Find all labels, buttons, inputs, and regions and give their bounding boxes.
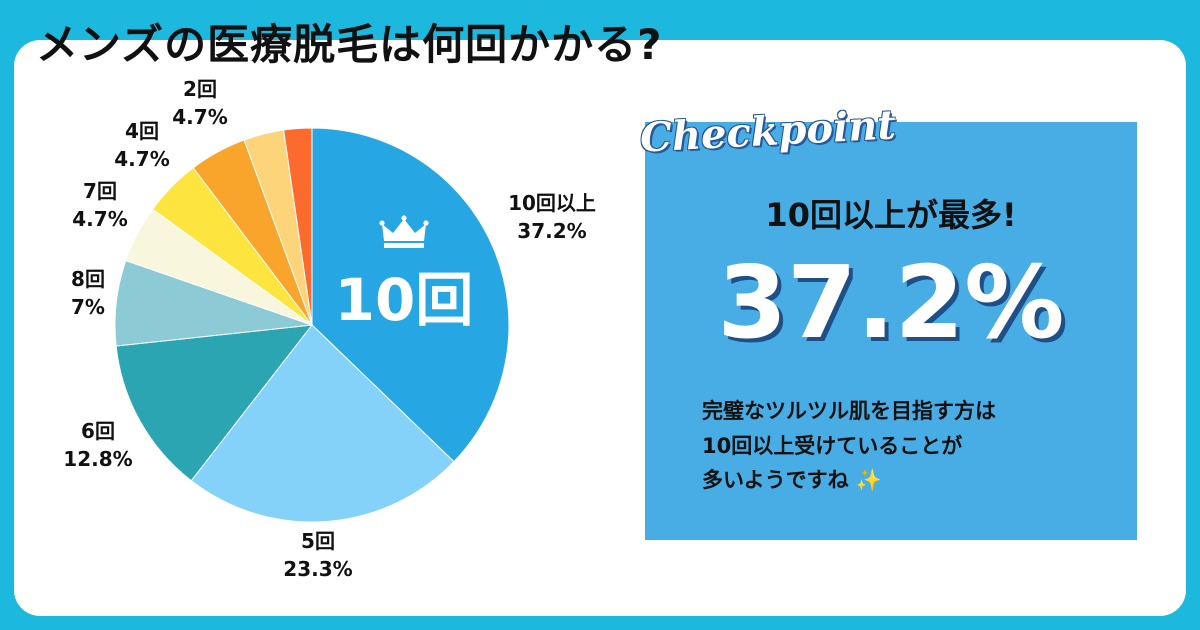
pie-label-category: 4回 <box>125 119 159 143</box>
pie-label-category: 6回 <box>81 419 115 443</box>
description-line-1: 完璧なツルツル肌を目指す方は <box>702 399 996 423</box>
pie-label-category: 10回以上 <box>508 191 596 215</box>
pie-label-category: 8回 <box>71 267 105 291</box>
pie-label-2: 6回 12.8% <box>63 419 132 471</box>
pie-label-category: 2回 <box>183 77 217 101</box>
pie-slice-0 <box>311 127 510 463</box>
pie-label-1: 5回 23.3% <box>283 529 352 581</box>
pie-label-percent: 4.7% <box>72 207 127 231</box>
page-title: メンズの医療脱毛は何回かかる? <box>36 20 663 69</box>
pie-label-0: 10回以上 37.2% <box>508 191 596 243</box>
description-line-2: 10回以上受けていることが <box>702 433 963 458</box>
checkpoint-panel <box>645 122 1137 540</box>
pie-label-category: 7回 <box>83 179 117 203</box>
panel-headline: 10回以上が最多! <box>765 196 1017 234</box>
description-line-3-text: 多いようですね <box>702 468 849 493</box>
pie-label-percent: 12.8% <box>63 447 132 471</box>
pie-slice-1 <box>190 324 455 523</box>
panel-big-value: 37.2% <box>717 244 1065 361</box>
pie-label-4: 7回 4.7% <box>72 179 127 231</box>
panel-description: 完璧なツルツル肌を目指す方は 10回以上受けていることが 多いようですね ✨ <box>702 394 1122 498</box>
pie-slice-8 <box>283 127 313 326</box>
pie-label-8: 2回 4.7% <box>172 77 227 129</box>
pie-center-label: 10回 <box>335 266 474 334</box>
pie-label-percent: 4.7% <box>172 105 227 129</box>
crown-icon <box>379 215 429 248</box>
pie-label-percent: 7% <box>71 295 105 319</box>
pie-label-percent: 23.3% <box>283 557 352 581</box>
description-line-3: 多いようですね ✨ <box>702 463 1122 498</box>
pie-slice-2 <box>115 324 314 482</box>
pie-label-3: 8回 7% <box>71 267 105 319</box>
pie-label-6: 4回 4.7% <box>114 119 169 171</box>
pie-chart: 10回以上 37.2%5回 23.3%6回 12.8%8回 7%7回 4.7%4回 4.7%… <box>63 77 596 581</box>
pie-label-percent: 4.7% <box>114 147 169 171</box>
pie-label-percent: 37.2% <box>517 219 586 243</box>
sparkles-icon: ✨ <box>855 468 883 493</box>
pie-label-category: 5回 <box>301 529 335 553</box>
